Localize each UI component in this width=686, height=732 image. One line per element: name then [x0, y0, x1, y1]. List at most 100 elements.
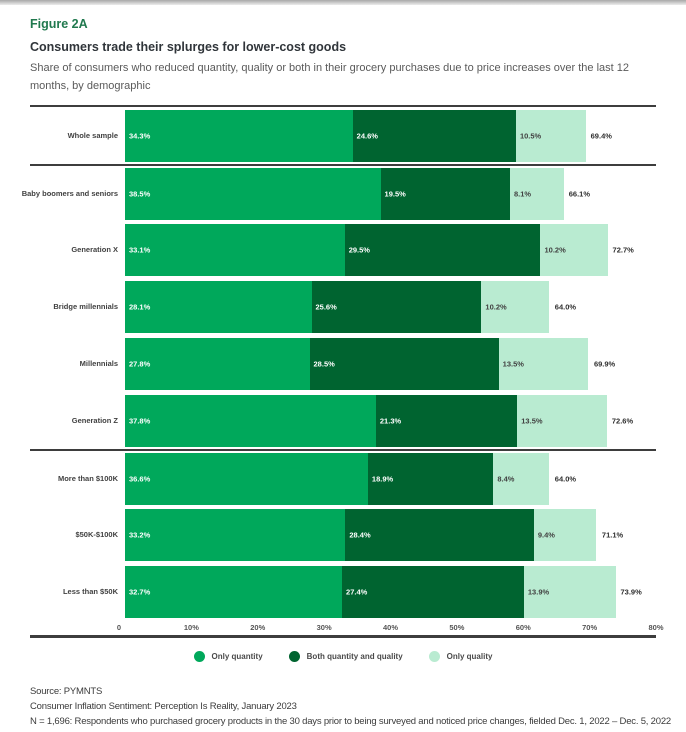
report-line: Consumer Inflation Sentiment: Perception… — [30, 700, 297, 712]
bar-segment-both-quantity-and-quality: 19.5% — [380, 167, 510, 220]
segment-value-label: 24.6% — [356, 131, 378, 141]
segment-value-label: 25.6% — [315, 302, 337, 312]
sample-note-line: N = 1,696: Respondents who purchased gro… — [30, 716, 672, 728]
figure-label: Figure 2A — [30, 17, 88, 31]
chart-row-generation-z: Generation Z 37.8% 21.3% 13.5% 72.6% — [30, 392, 656, 449]
bar-segment-only-quality: 13.9% — [523, 565, 617, 618]
bar-track: 32.7% 27.4% 13.9% 73.9% — [125, 565, 656, 618]
bar-segment-only-quantity: 38.5% — [125, 167, 381, 220]
bar-segment-both-quantity-and-quality: 28.5% — [309, 337, 499, 390]
bar-segment-both-quantity-and-quality: 27.4% — [342, 565, 524, 618]
segment-value-label: 38.5% — [129, 189, 151, 199]
segment-value-label: 19.5% — [384, 189, 406, 199]
segment-value-label: 10.2% — [544, 245, 566, 255]
legend-color-dot — [428, 650, 440, 662]
legend-item-only-quantity: Only quantity — [193, 650, 263, 662]
row-label-text: Bridge millennials — [53, 302, 118, 312]
bar-segment-only-quality: 13.5% — [517, 394, 607, 447]
row-label: More than $100K — [30, 474, 125, 483]
chart-description: Share of consumers who reduced quantity,… — [30, 62, 630, 92]
total-value-label: 64.0% — [554, 302, 577, 312]
chart-rows: Whole sample 34.3% 24.6% 10.5% 69.4% Baby boo… — [22, 105, 656, 620]
bar-segment-both-quantity-and-quality: 18.9% — [367, 452, 494, 505]
bar-track: 36.6% 18.9% 8.4% 64.0% — [125, 452, 656, 505]
x-axis-tick-60: 60% — [515, 623, 531, 633]
total-value-label: 66.1% — [568, 189, 591, 199]
bar-track: 37.8% 21.3% 13.5% 72.6% — [125, 394, 656, 447]
x-axis: 0 10% 20% 30% 40% 50% 60% 70% 80% — [117, 620, 664, 635]
row-label: Generation X — [30, 245, 125, 254]
x-axis-tick-50: 50% — [449, 623, 465, 633]
row-label: Generation Z — [30, 416, 125, 425]
x-axis-tick-10: 10% — [183, 623, 199, 633]
segment-value-label: 21.3% — [379, 416, 402, 426]
bar-segment-both-quantity-and-quality: 29.5% — [344, 223, 541, 276]
segment-value-label: 18.9% — [371, 474, 394, 484]
bar-segment-only-quality: 9.4% — [533, 508, 597, 561]
segment-value-label: 37.8% — [129, 416, 151, 426]
bar-segment-only-quality: 10.5% — [515, 109, 586, 162]
bar-segment-both-quantity-and-quality: 24.6% — [352, 109, 516, 162]
chart-row-millennials: Millennials 27.8% 28.5% 13.5% 69.9% — [30, 335, 656, 392]
bar-segment-only-quantity: 34.3% — [125, 109, 353, 162]
chart-legend: Only quantity Both quantity and quality On… — [30, 650, 656, 662]
row-label: Bridge millennials — [30, 302, 125, 311]
segment-value-label: 33.2% — [129, 530, 151, 540]
segment-value-label: 27.4% — [346, 587, 368, 597]
total-value-label: 72.6% — [611, 416, 634, 426]
segment-value-label: 34.3% — [129, 131, 151, 141]
segment-value-label: 28.5% — [313, 359, 335, 369]
bar-segment-only-quality: 10.2% — [481, 280, 550, 333]
row-label-text: Generation X — [71, 245, 118, 255]
source-notes: Source: PYMNTS Consumer Inflation Sentim… — [30, 684, 672, 730]
bar-segment-only-quantity: 28.1% — [125, 280, 312, 333]
legend-item-both-quantity-and-quality: Both quantity and quality — [288, 650, 403, 662]
row-label: Whole sample — [30, 131, 125, 140]
bar-track: 33.2% 28.4% 9.4% 71.1% — [125, 508, 656, 561]
row-label-text: More than $100K — [57, 474, 118, 484]
bar-segment-only-quantity: 33.2% — [125, 508, 346, 561]
chart-bottom-line — [30, 635, 656, 638]
stacked-bar-chart: Whole sample 34.3% 24.6% 10.5% 69.4% Baby boo… — [22, 105, 664, 662]
page-top-edge — [0, 0, 686, 5]
bar-segment-only-quantity: 37.8% — [125, 394, 376, 447]
bar-segment-only-quality: 13.5% — [498, 337, 589, 390]
row-label: Baby boomers and seniors — [22, 189, 125, 198]
row-label-text: Whole sample — [67, 131, 118, 141]
source-line: Source: PYMNTS — [30, 685, 103, 697]
x-axis-tick-80: 80% — [648, 623, 664, 633]
bar-track: 38.5% 19.5% 8.1% 66.1% — [125, 167, 656, 220]
bar-track: 33.1% 29.5% 10.2% 72.7% — [125, 223, 656, 276]
segment-value-label: 28.1% — [129, 302, 151, 312]
segment-value-label: 29.5% — [348, 245, 370, 255]
legend-color-dot — [193, 650, 205, 662]
total-value-label: 69.4% — [590, 131, 612, 141]
segment-value-label: 33.1% — [129, 245, 151, 255]
chart-row-whole-sample: Whole sample 34.3% 24.6% 10.5% 69.4% — [30, 107, 656, 164]
segment-value-label: 8.4% — [497, 474, 515, 484]
chart-row-baby-boomers-and-seniors: Baby boomers and seniors 38.5% 19.5% 8.1% 66… — [22, 164, 656, 221]
segment-value-label: 8.1% — [513, 189, 532, 199]
total-value-label: 72.7% — [612, 245, 634, 255]
row-label: Less than $50K — [30, 587, 125, 596]
x-axis-tick-40: 40% — [382, 623, 399, 633]
x-axis-tick-0: 0 — [116, 623, 121, 633]
row-label-text: Millennials — [79, 359, 118, 369]
bar-segment-only-quantity: 27.8% — [125, 337, 310, 390]
total-value-label: 69.9% — [593, 359, 616, 369]
total-value-label: 73.9% — [620, 587, 642, 597]
bar-segment-both-quantity-and-quality: 25.6% — [311, 280, 482, 333]
row-label: $50K-$100K — [30, 530, 125, 539]
legend-color-dot — [288, 650, 300, 662]
segment-value-label: 27.8% — [129, 359, 151, 369]
bar-track: 27.8% 28.5% 13.5% 69.9% — [125, 337, 656, 390]
row-label: Millennials — [30, 359, 125, 368]
bar-segment-only-quantity: 32.7% — [125, 565, 343, 618]
segment-value-label: 13.5% — [521, 416, 543, 426]
legend-label: Both quantity and quality — [306, 651, 403, 661]
bar-segment-only-quantity: 33.1% — [125, 223, 345, 276]
page-title: Consumers trade their splurges for lower… — [30, 40, 347, 54]
x-axis-tick-30: 30% — [316, 623, 332, 633]
bar-segment-only-quality: 8.1% — [509, 167, 564, 220]
chart-row-more-than-100k: More than $100K 36.6% 18.9% 8.4% 64.0% — [30, 449, 656, 506]
